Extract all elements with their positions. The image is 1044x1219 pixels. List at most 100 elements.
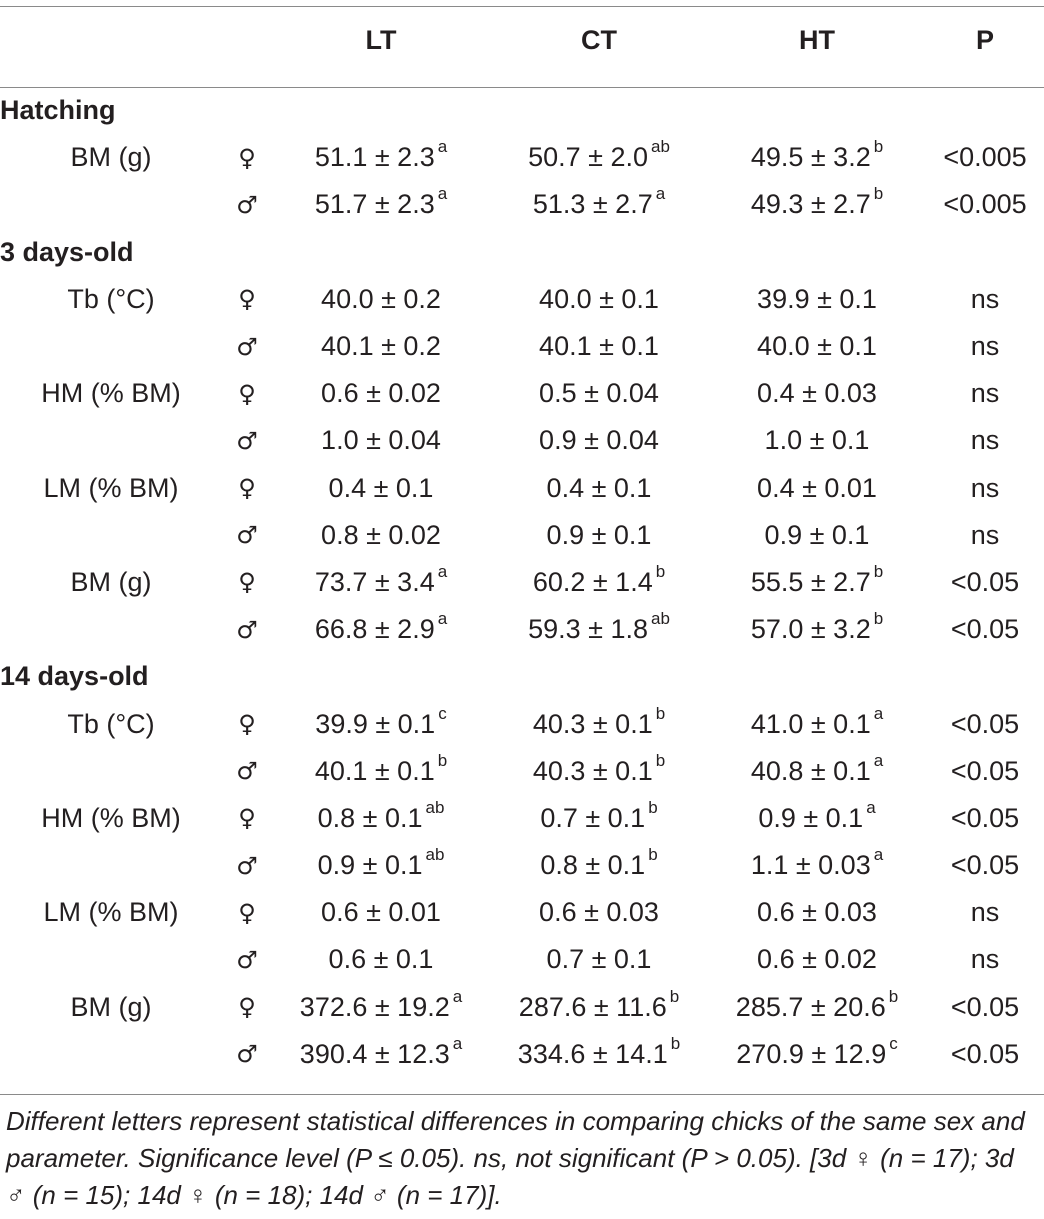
- param-cell: [0, 323, 222, 370]
- table-row: HM (% BM) ♀ 0.8 ± 0.1 ab 0.7 ± 0.1 b 0.9 ± 0.1…: [0, 795, 1044, 842]
- p-cell: <0.05: [950, 708, 1020, 739]
- ht-letter: b: [873, 137, 884, 157]
- ht-letter: b: [873, 609, 884, 629]
- ct-value: 0.5 ± 0.04: [539, 378, 659, 409]
- ht-value: 270.9 ± 12.9: [736, 1038, 887, 1069]
- p-cell: <0.05: [950, 850, 1020, 881]
- ct-letter: ab: [650, 137, 670, 157]
- ct-value: 334.6 ± 14.1: [517, 1038, 668, 1069]
- ht-cell: 0.6 ± 0.03: [708, 889, 926, 936]
- ct-cell: 51.3 ± 2.7 a: [490, 181, 708, 228]
- param-cell: [0, 842, 222, 889]
- ct-letter: b: [648, 797, 658, 817]
- ct-cell: 59.3 ± 1.8 ab: [490, 606, 708, 653]
- table-footnote: Different letters represent statistical …: [6, 1106, 1025, 1210]
- table-row: BM (g) ♀ 51.1 ± 2.3 a 50.7 ± 2.0 ab 49.5 ± 3.2…: [0, 134, 1044, 181]
- param-cell: [0, 512, 222, 559]
- section-title: Hatching: [0, 95, 116, 126]
- ht-value: 49.5 ± 3.2: [750, 142, 871, 173]
- p-cell: <0.005: [943, 142, 1027, 173]
- ct-letter: a: [655, 184, 666, 204]
- table-row: HM (% BM) ♀ 0.6 ± 0.02 0.5 ± 0.04 0.4 ± 0.03…: [0, 370, 1044, 417]
- table-row: ♂ 51.7 ± 2.3 a 51.3 ± 2.7 a 49.3 ± 2.7 b <0.005: [0, 181, 1044, 228]
- ct-value: 0.6 ± 0.03: [539, 897, 659, 928]
- table-header: LT CT HT P: [0, 17, 1044, 87]
- lt-value: 0.8 ± 0.02: [321, 519, 441, 550]
- ht-cell: 0.4 ± 0.03: [708, 370, 926, 417]
- table-row: ♂ 0.9 ± 0.1 ab 0.8 ± 0.1 b 1.1 ± 0.03 a <0.05: [0, 842, 1044, 889]
- section-row: 3 days-old: [0, 229, 1044, 276]
- ht-value: 0.9 ± 0.1: [764, 519, 870, 550]
- sex-cell: ♂: [236, 757, 258, 786]
- ht-value: 285.7 ± 20.6: [735, 991, 886, 1022]
- header-lt: LT: [365, 24, 397, 55]
- lt-letter: ab: [425, 797, 445, 817]
- param-cell: [0, 181, 222, 228]
- p-cell: <0.05: [950, 614, 1020, 645]
- p-cell: <0.05: [950, 755, 1020, 786]
- lt-letter: a: [437, 184, 448, 204]
- ct-cell: 287.6 ± 11.6 b: [490, 984, 708, 1031]
- table-row: ♂ 40.1 ± 0.1 b 40.3 ± 0.1 b 40.8 ± 0.1 a <0.05: [0, 748, 1044, 795]
- p-cell: <0.005: [943, 189, 1027, 220]
- ht-value: 40.8 ± 0.1: [750, 755, 871, 786]
- p-cell: ns: [970, 378, 1000, 409]
- sex-cell: ♀: [238, 143, 256, 172]
- header-p: P: [975, 24, 994, 55]
- lt-cell: 0.6 ± 0.02: [272, 370, 490, 417]
- lt-cell: 0.8 ± 0.1 ab: [272, 795, 490, 842]
- table-body: Hatching BM (g) ♀ 51.1 ± 2.3 a 50.7 ± 2.0 ab 49…: [0, 87, 1044, 1078]
- lt-cell: 40.1 ± 0.1 b: [272, 748, 490, 795]
- table-row: ♂ 0.6 ± 0.1 0.7 ± 0.1 0.6 ± 0.02 ns: [0, 936, 1044, 983]
- ht-value: 57.0 ± 3.2: [750, 614, 871, 645]
- ht-value: 49.3 ± 2.7: [750, 189, 871, 220]
- ct-value: 60.2 ± 1.4: [532, 566, 653, 597]
- ht-value: 1.0 ± 0.1: [764, 425, 870, 456]
- ct-cell: 60.2 ± 1.4 b: [490, 559, 708, 606]
- ct-letter: b: [655, 750, 666, 770]
- lt-letter: a: [452, 986, 463, 1006]
- ct-cell: 0.9 ± 0.1: [490, 512, 708, 559]
- table-row: BM (g) ♀ 73.7 ± 3.4 a 60.2 ± 1.4 b 55.5 ± 2.7 b…: [0, 559, 1044, 606]
- ht-value: 1.1 ± 0.03: [750, 850, 871, 881]
- section-title: 14 days-old: [0, 661, 149, 692]
- ct-cell: 40.3 ± 0.1 b: [490, 700, 708, 747]
- table-row: Tb (°C) ♀ 39.9 ± 0.1 c 40.3 ± 0.1 b 41.0 ± 0.1…: [0, 700, 1044, 747]
- header-sex: [222, 17, 272, 63]
- param-cell: BM (g): [70, 142, 152, 173]
- ht-letter: b: [888, 986, 899, 1006]
- lt-cell: 51.1 ± 2.3 a: [272, 134, 490, 181]
- sex-cell: ♂: [236, 1040, 258, 1069]
- table-row: LM (% BM) ♀ 0.4 ± 0.1 0.4 ± 0.1 0.4 ± 0.01 ns: [0, 465, 1044, 512]
- sex-cell: ♂: [236, 332, 258, 361]
- ct-cell: 50.7 ± 2.0 ab: [490, 134, 708, 181]
- p-cell: ns: [970, 331, 1000, 362]
- ht-letter: c: [889, 1033, 898, 1053]
- sex-cell: ♀: [238, 474, 256, 503]
- ct-value: 40.3 ± 0.1: [532, 708, 653, 739]
- ht-value: 0.6 ± 0.03: [757, 897, 877, 928]
- lt-letter: a: [437, 137, 448, 157]
- ct-value: 40.0 ± 0.1: [539, 283, 659, 314]
- p-cell: <0.05: [950, 991, 1020, 1022]
- ct-value: 0.9 ± 0.04: [539, 425, 659, 456]
- ct-value: 0.9 ± 0.1: [546, 519, 652, 550]
- lt-cell: 0.8 ± 0.02: [272, 512, 490, 559]
- sex-cell: ♀: [238, 898, 256, 927]
- ht-value: 0.9 ± 0.1: [758, 802, 864, 833]
- lt-letter: a: [437, 609, 448, 629]
- ht-value: 41.0 ± 0.1: [750, 708, 871, 739]
- lt-value: 73.7 ± 3.4: [314, 566, 435, 597]
- p-cell: <0.05: [950, 1038, 1020, 1069]
- ct-value: 40.1 ± 0.1: [539, 331, 659, 362]
- lt-value: 51.7 ± 2.3: [314, 189, 435, 220]
- param-cell: [0, 417, 222, 464]
- lt-letter: b: [437, 750, 448, 770]
- table-row: ♂ 390.4 ± 12.3 a 334.6 ± 14.1 b 270.9 ± 12.9 c…: [0, 1031, 1044, 1078]
- section-title: 3 days-old: [0, 236, 134, 267]
- ht-letter: b: [873, 561, 884, 581]
- ht-cell: 0.9 ± 0.1: [708, 512, 926, 559]
- param-cell: Tb (°C): [67, 283, 155, 314]
- table-row: ♂ 0.8 ± 0.02 0.9 ± 0.1 0.9 ± 0.1 ns: [0, 512, 1044, 559]
- section-row: 14 days-old: [0, 653, 1044, 700]
